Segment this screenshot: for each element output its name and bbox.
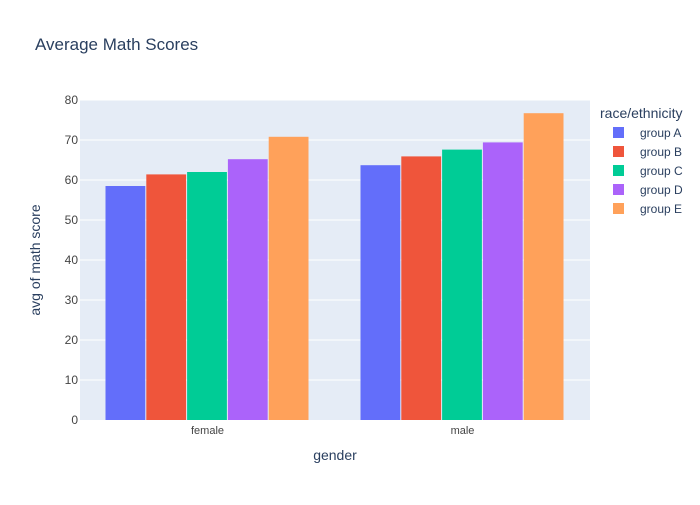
legend-label: group E [640,202,682,216]
y-tick-label: 60 [65,173,79,187]
legend-item-group-c[interactable]: group C [613,164,683,178]
y-tick-label: 40 [65,253,79,267]
legend-item-group-e[interactable]: group E [613,202,682,216]
legend-swatch [613,146,624,157]
legend-items: group A group B group C group D group E [613,126,683,216]
bar-group-d-male[interactable] [482,142,523,420]
bar-group-e-male[interactable] [523,113,564,420]
legend-label: group C [640,164,683,178]
legend-swatch [613,165,624,176]
legend-item-group-d[interactable]: group D [613,183,683,197]
chart-title: Average Math Scores [35,35,198,54]
x-axis-title: gender [313,447,357,463]
bar-group-c-male[interactable] [442,149,482,420]
y-tick-label: 20 [65,333,79,347]
y-tick-label: 80 [65,93,79,107]
bar-group-a-female[interactable] [105,186,146,420]
y-tick-label: 50 [65,213,79,227]
x-axis-ticks: female male [191,425,474,437]
legend-swatch [613,203,624,214]
y-tick-label: 0 [71,413,78,427]
bar-group-e-female[interactable] [268,136,309,421]
y-axis-ticks: 0 10 20 30 40 50 60 70 80 [65,93,79,427]
bar-group-a-male[interactable] [360,165,401,420]
y-tick-label: 10 [65,373,79,387]
bars [105,113,564,421]
bar-group-c-female[interactable] [187,172,227,420]
y-tick-label: 70 [65,133,79,147]
legend-swatch [613,184,624,195]
bar-group-d-female[interactable] [227,159,268,420]
legend-item-group-b[interactable]: group B [613,145,682,159]
y-axis-title: avg of math score [27,204,43,315]
legend-label: group D [640,183,683,197]
legend-title: race/ethnicity [600,105,682,121]
legend-item-group-a[interactable]: group A [613,126,681,140]
legend-swatch [613,127,624,138]
legend-label: group B [640,145,682,159]
bar-group-b-male[interactable] [401,156,442,420]
legend-label: group A [640,126,681,140]
x-tick-label: female [191,425,224,437]
x-tick-label: male [451,425,475,437]
y-tick-label: 30 [65,293,79,307]
bar-group-b-female[interactable] [146,174,187,420]
